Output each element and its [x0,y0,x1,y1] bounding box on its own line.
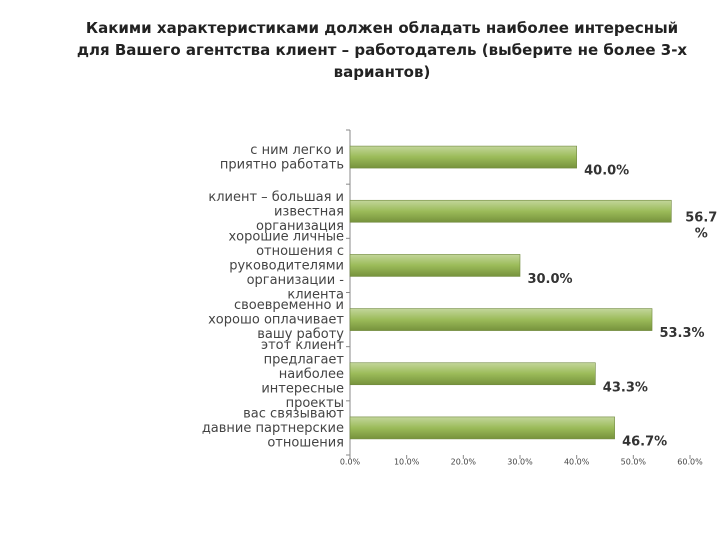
bar [349,416,615,440]
x-tick-label: 0.0% [340,458,361,467]
value-label: 43.3% [603,380,648,395]
category-label: клиент – большая и известная организация [208,189,344,233]
category-label: своевременно и хорошо оплачивает вашу рабо… [208,298,344,342]
x-tick-label: 60.0% [677,458,703,467]
chart-title: Какими характеристиками должен обладать … [77,19,688,81]
x-tick-label: 10.0% [394,458,420,467]
x-tick-label: 40.0% [564,458,590,467]
category-label: вас связывают давние партнерские отношения [202,406,345,450]
bar [349,362,596,386]
category-label: этот клиент предлагает наиболее интересные п… [261,337,344,410]
x-tick-label: 50.0% [621,458,647,467]
value-label: 46.7% [622,434,667,449]
category-label: хорошие личные отношения с руководителями о… [228,229,344,302]
bar [349,145,577,169]
bar [349,254,521,277]
bar [349,308,653,331]
value-label: 56.7% [685,210,717,241]
x-tick-label: 30.0% [507,458,533,467]
value-label: 30.0% [527,272,572,287]
value-label: 53.3% [659,326,704,341]
category-label: с ним легко и приятно работать [220,142,344,172]
x-tick-label: 20.0% [451,458,477,467]
value-label: 40.0% [584,164,629,179]
bar [349,199,672,223]
